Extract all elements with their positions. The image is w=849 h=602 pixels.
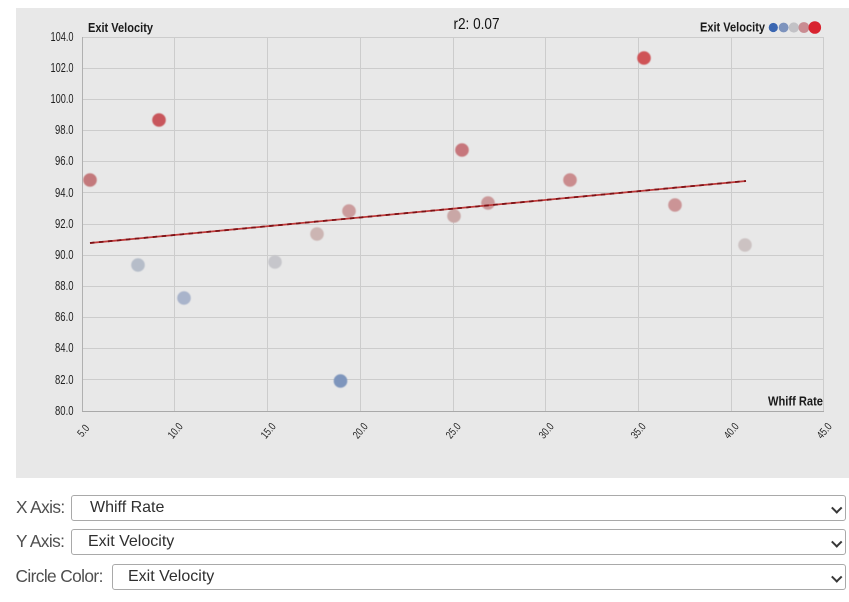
svg-text:25.0: 25.0 [444, 421, 464, 441]
svg-text:45.0: 45.0 [815, 421, 835, 441]
svg-text:86.0: 86.0 [55, 310, 74, 324]
svg-text:80.0: 80.0 [55, 404, 74, 418]
svg-text:90.0: 90.0 [55, 248, 74, 262]
svg-text:96.0: 96.0 [55, 154, 74, 168]
svg-text:15.0: 15.0 [259, 421, 279, 441]
svg-text:r2: 0.07: r2: 0.07 [454, 16, 500, 33]
svg-text:98.0: 98.0 [55, 123, 74, 137]
svg-text:100.0: 100.0 [51, 92, 74, 106]
svg-text:10.0: 10.0 [166, 421, 186, 441]
svg-text:40.0: 40.0 [722, 421, 742, 441]
svg-text:102.0: 102.0 [51, 61, 74, 75]
svg-text:20.0: 20.0 [351, 421, 371, 441]
svg-text:84.0: 84.0 [55, 341, 74, 355]
svg-text:92.0: 92.0 [55, 217, 74, 231]
svg-text:94.0: 94.0 [55, 186, 74, 200]
svg-text:Exit Velocity: Exit Velocity [700, 20, 766, 35]
svg-text:35.0: 35.0 [629, 421, 649, 441]
svg-text:88.0: 88.0 [55, 279, 74, 293]
svg-text:30.0: 30.0 [537, 421, 557, 441]
svg-text:Whiff Rate: Whiff Rate [768, 394, 823, 409]
svg-text:5.0: 5.0 [75, 423, 92, 440]
svg-text:82.0: 82.0 [55, 373, 74, 387]
svg-text:104.0: 104.0 [51, 30, 74, 44]
svg-text:Exit Velocity: Exit Velocity [88, 20, 154, 35]
